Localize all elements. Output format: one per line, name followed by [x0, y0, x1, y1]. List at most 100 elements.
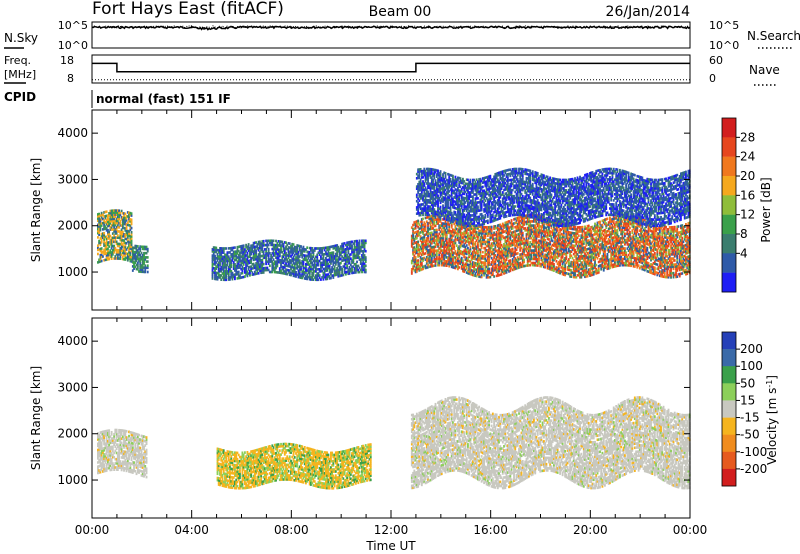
heatmap-cell [224, 255, 226, 259]
heatmap-cell [579, 248, 581, 252]
heatmap-cell [422, 217, 424, 221]
heatmap-cell [226, 253, 229, 256]
heatmap-cell [465, 248, 468, 251]
heatmap-cell [354, 248, 357, 251]
heatmap-cell [244, 260, 246, 264]
heatmap-cell [343, 252, 346, 256]
heatmap-cell [235, 252, 238, 255]
heatmap-cell [600, 245, 603, 248]
heatmap-cell [316, 247, 319, 250]
heatmap-cell [219, 255, 221, 258]
heatmap-cell [325, 269, 327, 272]
heatmap-cell [143, 258, 145, 261]
heatmap-cell [580, 265, 583, 269]
freq-tick-low: 8 [67, 72, 74, 85]
heatmap-cell [435, 218, 438, 221]
heatmap-cell [465, 235, 468, 239]
heatmap-cell [211, 270, 214, 274]
heatmap-cell [440, 243, 443, 246]
heatmap-cell [119, 257, 122, 260]
heatmap-cell [351, 240, 353, 244]
heatmap-cell [257, 263, 260, 267]
heatmap-cell [479, 236, 482, 239]
heatmap-cell [572, 238, 575, 241]
heatmap-cell [616, 256, 619, 259]
heatmap-cell [592, 233, 595, 237]
heatmap-cell [516, 237, 519, 241]
heatmap-cell [474, 226, 477, 230]
heatmap-cell [577, 249, 580, 252]
heatmap-cell [257, 242, 260, 246]
heatmap-cell [515, 221, 518, 224]
heatmap-cell [318, 274, 321, 277]
heatmap-cell [216, 248, 219, 252]
heatmap-cell [488, 248, 491, 252]
heatmap-cell [510, 223, 513, 226]
heatmap-cell [418, 254, 421, 258]
heatmap-cell [523, 221, 525, 224]
heatmap-cell [216, 257, 219, 260]
heatmap-cell [590, 248, 593, 252]
heatmap-cell [579, 259, 581, 262]
heatmap-cell [433, 224, 436, 228]
heatmap-cell [246, 264, 249, 267]
heatmap-cell [316, 278, 319, 282]
heatmap-cell [534, 245, 537, 248]
heatmap-cell [433, 222, 436, 226]
heatmap-cell [427, 238, 429, 242]
heatmap-cell [357, 256, 360, 259]
heatmap-cell [585, 264, 588, 268]
heatmap-cell [473, 234, 476, 238]
heatmap-cell [565, 240, 568, 244]
heatmap-cell [483, 226, 486, 229]
heatmap-cell [442, 238, 444, 242]
heatmap-cell [591, 246, 594, 249]
heatmap-cell [247, 259, 250, 263]
heatmap-cell [103, 227, 106, 231]
heatmap-cell [463, 253, 466, 257]
heatmap-cell [615, 221, 618, 224]
heatmap-cell [107, 251, 109, 255]
heatmap-cell [232, 252, 235, 256]
heatmap-cell [410, 236, 413, 240]
heatmap-cell [472, 238, 474, 241]
heatmap-cell [295, 258, 297, 262]
heatmap-cell [546, 252, 549, 255]
heatmap-cell [473, 247, 476, 250]
heatmap-cell [310, 278, 312, 281]
heatmap-cell [464, 239, 467, 243]
heatmap-cell [580, 236, 583, 239]
heatmap-cell [602, 258, 605, 262]
heatmap-cell [429, 240, 432, 243]
heatmap-cell [432, 237, 434, 241]
heatmap-cell [459, 237, 462, 241]
heatmap-cell [348, 265, 351, 269]
heatmap-cell [501, 224, 504, 228]
heatmap-cell [543, 244, 545, 248]
heatmap-cell [220, 270, 223, 273]
heatmap-cell [110, 209, 113, 213]
heatmap-cell [125, 256, 128, 260]
heatmap-cell [581, 250, 584, 254]
heatmap-cell [612, 221, 615, 225]
heatmap-cell [511, 226, 514, 230]
heatmap-cell [98, 229, 101, 232]
heatmap-cell [561, 227, 564, 230]
heatmap-cell [445, 224, 448, 228]
heatmap-cell [104, 225, 107, 228]
heatmap-cell [104, 244, 107, 247]
heatmap-cell [261, 250, 264, 254]
heatmap-cell [126, 229, 129, 233]
heatmap-cell [265, 239, 268, 243]
heatmap-cell [107, 247, 109, 251]
heatmap-cell [544, 261, 547, 265]
heatmap-cell [576, 265, 579, 269]
heatmap-cell [136, 255, 139, 259]
heatmap-cell [614, 225, 616, 229]
heatmap-cell [453, 241, 456, 244]
heatmap-cell [310, 246, 312, 250]
heatmap-cell [546, 266, 549, 270]
heatmap-cell [498, 263, 500, 267]
heatmap-cell [540, 231, 543, 235]
heatmap-cell [604, 253, 606, 257]
